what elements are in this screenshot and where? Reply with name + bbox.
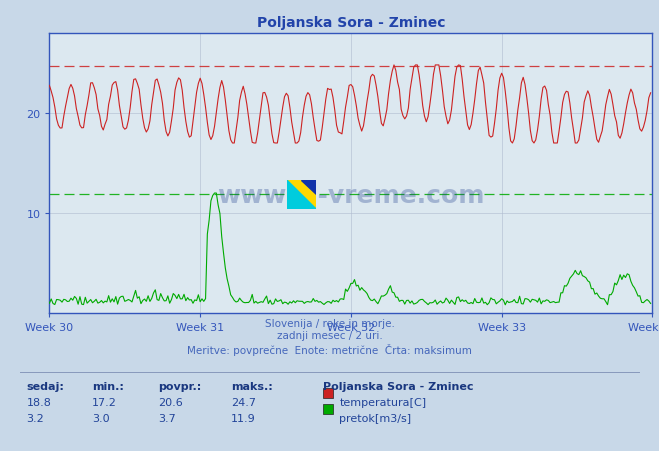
Text: 3.0: 3.0 xyxy=(92,413,110,423)
Text: 17.2: 17.2 xyxy=(92,397,117,407)
Text: pretok[m3/s]: pretok[m3/s] xyxy=(339,413,411,423)
Text: povpr.:: povpr.: xyxy=(158,381,202,391)
Text: temperatura[C]: temperatura[C] xyxy=(339,397,426,407)
Text: sedaj:: sedaj: xyxy=(26,381,64,391)
Text: zadnji mesec / 2 uri.: zadnji mesec / 2 uri. xyxy=(277,331,382,341)
Text: 18.8: 18.8 xyxy=(26,397,51,407)
Title: Poljanska Sora - Zminec: Poljanska Sora - Zminec xyxy=(256,16,445,30)
Text: www.si-vreme.com: www.si-vreme.com xyxy=(217,184,484,208)
Polygon shape xyxy=(287,180,316,210)
Polygon shape xyxy=(287,180,316,210)
Text: Poljanska Sora - Zminec: Poljanska Sora - Zminec xyxy=(323,381,473,391)
Text: maks.:: maks.: xyxy=(231,381,272,391)
Text: Meritve: povprečne  Enote: metrične  Črta: maksimum: Meritve: povprečne Enote: metrične Črta:… xyxy=(187,343,472,355)
Text: min.:: min.: xyxy=(92,381,124,391)
Text: 11.9: 11.9 xyxy=(231,413,256,423)
Text: 3.2: 3.2 xyxy=(26,413,44,423)
Polygon shape xyxy=(302,180,316,195)
Text: Slovenija / reke in morje.: Slovenija / reke in morje. xyxy=(264,318,395,328)
Text: 3.7: 3.7 xyxy=(158,413,176,423)
Text: 20.6: 20.6 xyxy=(158,397,183,407)
Text: 24.7: 24.7 xyxy=(231,397,256,407)
